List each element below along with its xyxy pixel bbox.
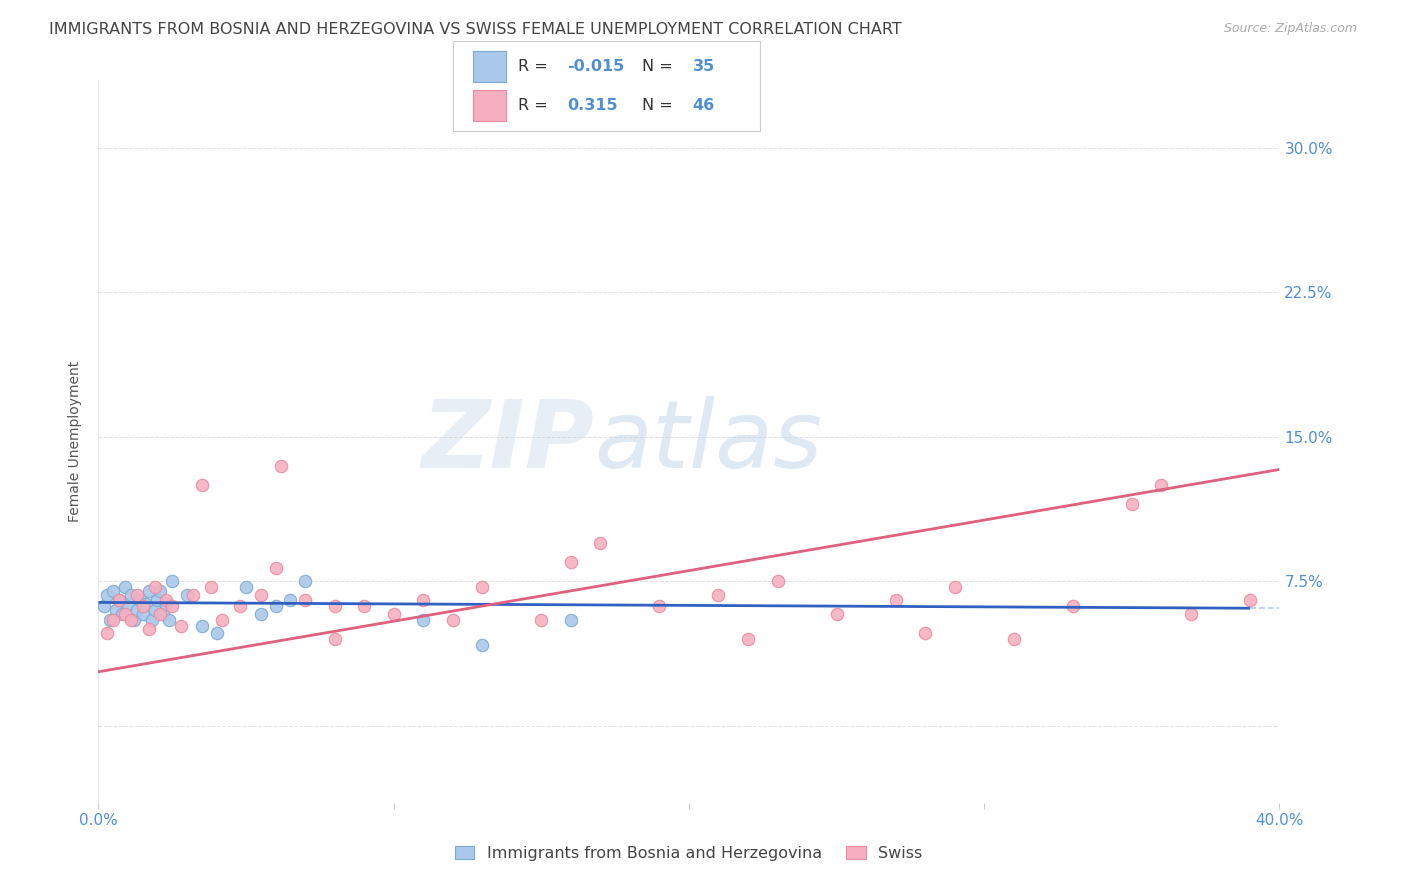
Point <box>294 593 316 607</box>
Point <box>1062 599 1084 614</box>
Text: ZIP: ZIP <box>422 395 595 488</box>
Point <box>162 599 183 614</box>
Point <box>707 588 730 602</box>
Point <box>143 603 166 617</box>
Point <box>270 458 292 473</box>
Point <box>294 574 316 589</box>
Text: 0.315: 0.315 <box>567 98 617 113</box>
Point <box>138 623 160 637</box>
Point <box>264 560 287 574</box>
Point <box>96 588 118 602</box>
Text: -0.015: -0.015 <box>567 59 624 74</box>
Text: N =: N = <box>641 98 678 113</box>
Point <box>132 607 155 621</box>
Legend: Immigrants from Bosnia and Herzegovina, Swiss: Immigrants from Bosnia and Herzegovina, … <box>449 839 929 867</box>
Point <box>132 599 155 614</box>
Point <box>149 583 172 598</box>
Point <box>235 580 257 594</box>
Point <box>170 618 193 632</box>
Text: R =: R = <box>517 59 553 74</box>
Text: N =: N = <box>641 59 678 74</box>
Point <box>143 580 166 594</box>
Point <box>280 593 302 607</box>
Point <box>412 593 434 607</box>
Point <box>162 574 183 589</box>
Point <box>211 613 233 627</box>
Point <box>114 580 136 594</box>
Point <box>114 607 136 621</box>
Y-axis label: Female Unemployment: Female Unemployment <box>69 361 83 522</box>
Point <box>250 607 273 621</box>
Text: Source: ZipAtlas.com: Source: ZipAtlas.com <box>1223 22 1357 36</box>
Point <box>471 580 494 594</box>
Point <box>125 603 148 617</box>
Point <box>120 613 142 627</box>
Point <box>1180 607 1202 621</box>
Point <box>138 583 160 598</box>
Point <box>93 599 115 614</box>
Point <box>108 593 131 607</box>
FancyBboxPatch shape <box>472 90 506 120</box>
Point <box>105 603 128 617</box>
Text: IMMIGRANTS FROM BOSNIA AND HERZEGOVINA VS SWISS FEMALE UNEMPLOYMENT CORRELATION : IMMIGRANTS FROM BOSNIA AND HERZEGOVINA V… <box>49 22 903 37</box>
Point <box>1150 478 1173 492</box>
Point <box>128 593 150 607</box>
Point <box>353 599 375 614</box>
Point <box>1239 593 1261 607</box>
Text: 35: 35 <box>693 59 714 74</box>
Text: 46: 46 <box>693 98 714 113</box>
FancyBboxPatch shape <box>453 40 759 131</box>
Point <box>884 593 907 607</box>
Point <box>111 607 134 621</box>
Point <box>117 598 139 612</box>
Point <box>648 599 671 614</box>
Point <box>125 588 148 602</box>
Point <box>766 574 789 589</box>
Point <box>229 599 252 614</box>
Point <box>825 607 848 621</box>
Point <box>264 599 287 614</box>
Point <box>149 607 172 621</box>
Point <box>155 598 177 612</box>
Point <box>205 626 228 640</box>
Point <box>96 626 118 640</box>
Point <box>250 588 273 602</box>
Point <box>108 593 131 607</box>
Point <box>103 613 125 627</box>
Point <box>943 580 966 594</box>
Point <box>146 593 169 607</box>
Point <box>530 613 553 627</box>
Point <box>560 555 582 569</box>
Point <box>157 613 180 627</box>
Point <box>914 626 936 640</box>
Point <box>1121 497 1143 511</box>
FancyBboxPatch shape <box>472 51 506 81</box>
Point <box>412 613 434 627</box>
Point <box>589 535 612 549</box>
Point <box>382 607 405 621</box>
Point <box>441 613 464 627</box>
Point <box>560 613 582 627</box>
Point <box>181 588 204 602</box>
Text: R =: R = <box>517 98 553 113</box>
Point <box>737 632 759 646</box>
Point <box>103 583 125 598</box>
Point <box>200 580 222 594</box>
Point <box>98 613 121 627</box>
Point <box>176 588 198 602</box>
Point <box>141 613 163 627</box>
Point <box>122 613 145 627</box>
Point <box>191 618 214 632</box>
Point <box>135 598 157 612</box>
Point <box>191 478 214 492</box>
Point <box>155 593 177 607</box>
Point <box>471 638 494 652</box>
Point <box>323 599 346 614</box>
Point <box>120 588 142 602</box>
Point <box>152 607 174 621</box>
Text: atlas: atlas <box>595 396 823 487</box>
Point <box>1002 632 1025 646</box>
Point <box>323 632 346 646</box>
